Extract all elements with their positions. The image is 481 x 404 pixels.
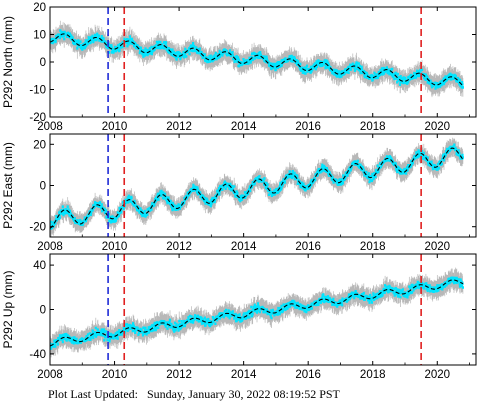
panel-up: 2008 2010 2012 2014 2016 2018 2020 -40 0 40 P292 U… — [1, 253, 477, 381]
y-tick-label: 40 — [33, 260, 46, 272]
x-tick-label: 2016 — [295, 241, 321, 253]
x-tick-label: 2014 — [231, 121, 257, 133]
x-tick-label: 2010 — [102, 369, 128, 381]
x-tick-label: 2020 — [424, 241, 450, 253]
x-tick-label: 2014 — [231, 369, 257, 381]
x-tick-label: 2012 — [166, 121, 192, 133]
x-tick-label: 2008 — [37, 121, 63, 133]
plot-area-north — [50, 20, 464, 98]
plot-area-up — [50, 267, 464, 358]
x-tick-label: 2008 — [37, 241, 63, 253]
x-tick-label: 2012 — [166, 241, 192, 253]
x-tick-label: 2014 — [231, 241, 257, 253]
y-tick-label: -20 — [29, 112, 46, 124]
x-tick-label: 2020 — [424, 121, 450, 133]
x-tick-label: 2010 — [102, 241, 128, 253]
y-axis-title-north: P292 North (mm) — [1, 16, 15, 108]
y-tick-label: 20 — [33, 139, 46, 151]
panel-east: 2008 2010 2012 2014 2016 2018 2020 -20 0 20 P292 E… — [1, 133, 477, 253]
y-tick-label: 0 — [40, 305, 46, 317]
x-tick-label: 2016 — [295, 121, 321, 133]
x-tick-label: 2008 — [37, 369, 63, 381]
x-tick-label: 2018 — [360, 369, 386, 381]
y-tick-label: -10 — [29, 85, 46, 97]
x-tick-label: 2016 — [295, 369, 321, 381]
x-tick-label: 2012 — [166, 369, 192, 381]
y-tick-label: 10 — [33, 30, 46, 42]
y-tick-label: -40 — [29, 349, 46, 361]
x-tick-label: 2010 — [102, 121, 128, 133]
model-line-north — [50, 33, 464, 87]
y-tick-label: 20 — [33, 2, 46, 14]
plot-area-east — [50, 137, 464, 237]
y-axis-title-east: P292 East (mm) — [1, 142, 15, 229]
panel-north: 2008 2010 2012 2014 2016 2018 2020 -20 -10 0 10 20 P… — [1, 2, 477, 133]
model-line-up — [50, 279, 464, 347]
observation-points-east — [50, 143, 464, 230]
panels: 2008 2010 2012 2014 2016 2018 2020 -20 -10 0 10 20 P… — [1, 2, 477, 381]
x-tick-label: 2018 — [360, 241, 386, 253]
x-tick-label: 2018 — [360, 121, 386, 133]
y-axis-title-up: P292 Up (mm) — [1, 270, 15, 348]
y-tick-label: 0 — [40, 181, 46, 193]
x-tick-label: 2020 — [424, 369, 450, 381]
y-tick-label: 0 — [40, 57, 46, 69]
footer-label: Plot Last Updated: — [48, 387, 138, 401]
y-tick-label: -20 — [29, 222, 46, 234]
footer-timestamp: Sunday, January 30, 2022 08:19:52 PST — [147, 387, 341, 401]
